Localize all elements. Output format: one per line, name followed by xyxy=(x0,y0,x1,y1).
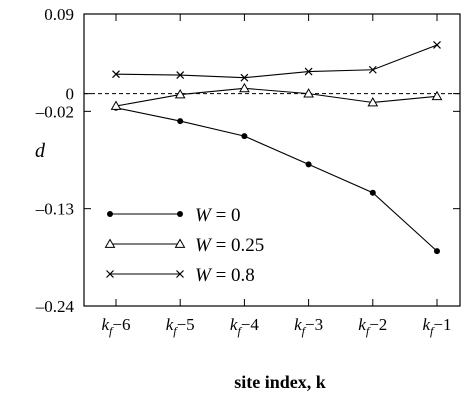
data-point xyxy=(176,71,185,79)
data-point xyxy=(305,161,312,168)
x-tick-label-offset: −2 xyxy=(369,315,387,334)
y-tick-label: –0.13 xyxy=(35,200,74,219)
x-tick-label-sub: f xyxy=(237,324,242,338)
legend-marker xyxy=(177,211,183,217)
legend-label: W = 0.25 xyxy=(195,235,264,256)
legend-entry: W = 0 xyxy=(107,205,241,226)
x-tick-label-sub: f xyxy=(173,324,178,338)
data-point xyxy=(367,96,379,107)
legend-label-var: W xyxy=(195,205,213,226)
data-point xyxy=(369,189,376,196)
x-tick-label-var: k xyxy=(294,315,302,334)
series-group xyxy=(110,41,443,255)
series-1 xyxy=(113,104,440,255)
series-2 xyxy=(110,82,443,110)
x-tick-label-offset: −4 xyxy=(241,315,260,334)
x-tick-label: kf−1 xyxy=(423,315,452,338)
data-point xyxy=(239,82,250,93)
y-axis-ticks: 0.09 0–0.02 –0.13 –0.24 xyxy=(35,5,460,316)
legend-marker xyxy=(107,211,113,217)
y-tick-label: 0 xyxy=(66,85,75,104)
data-point xyxy=(241,133,248,140)
data-point xyxy=(433,41,441,49)
y-tick-label: 0.09 xyxy=(44,5,74,24)
x-tick-label-sub: f xyxy=(302,324,307,338)
x-tick-label-var: k xyxy=(102,315,110,334)
x-tick-label-sub: f xyxy=(109,324,114,338)
data-point xyxy=(431,90,443,101)
x-tick-label: kf−4 xyxy=(230,315,259,338)
legend-entry: W = 0.25 xyxy=(104,235,264,256)
y-axis-title: d xyxy=(35,140,46,162)
x-tick-label-var: k xyxy=(230,315,238,334)
legend-entry: W = 0.8 xyxy=(106,265,255,286)
legend-marker xyxy=(174,238,186,248)
legend-label: W = 0 xyxy=(195,205,241,226)
legend-label-value: = 0 xyxy=(211,205,241,226)
data-point xyxy=(110,100,122,110)
legend-label-var: W xyxy=(195,235,213,256)
x-tick-label-sub: f xyxy=(366,324,371,338)
x-tick-label-var: k xyxy=(423,315,431,334)
series-line xyxy=(115,87,438,107)
x-tick-label: kf−3 xyxy=(294,315,323,338)
x-axis-title: site index, k xyxy=(234,372,326,392)
data-point xyxy=(174,89,186,99)
plot-frame xyxy=(83,13,461,307)
x-tick-label-offset: −5 xyxy=(177,315,195,334)
x-tick-label-var: k xyxy=(166,315,174,334)
series-3 xyxy=(112,41,441,82)
x-tick-label-var: k xyxy=(358,315,366,334)
legend-label: W = 0.8 xyxy=(195,265,255,286)
series-line xyxy=(115,44,438,79)
plot-border xyxy=(83,13,461,307)
x-tick-label-offset: −6 xyxy=(112,315,130,334)
legend-label-var: W xyxy=(195,265,213,286)
data-point xyxy=(303,88,314,98)
legend-marker xyxy=(104,238,116,248)
x-tick-label: kf−5 xyxy=(166,315,195,338)
legend-marker xyxy=(106,270,114,278)
x-tick-label-offset: −1 xyxy=(433,315,451,334)
x-tick-label-offset: −3 xyxy=(305,315,323,334)
x-tick-label: kf−6 xyxy=(102,315,131,338)
y-tick-label: –0.02 xyxy=(35,102,74,121)
data-point xyxy=(434,248,440,255)
data-point xyxy=(240,73,249,82)
data-point xyxy=(177,118,184,125)
data-point xyxy=(112,70,120,79)
data-point xyxy=(304,67,313,76)
x-tick-label: kf−2 xyxy=(358,315,387,338)
legend-label-value: = 0.25 xyxy=(211,235,264,256)
series-line xyxy=(115,107,438,252)
x-axis-ticks: kf−6 kf−5 kf−4 kf−3 kf−2 kf−1 xyxy=(102,14,452,338)
legend: W = 0W = 0.25W = 0.8 xyxy=(104,205,264,286)
y-tick-label: –0.24 xyxy=(35,297,75,316)
data-point xyxy=(368,65,377,74)
legend-label-value: = 0.8 xyxy=(211,265,255,286)
x-tick-label-sub: f xyxy=(430,324,435,338)
legend-marker xyxy=(176,270,184,278)
